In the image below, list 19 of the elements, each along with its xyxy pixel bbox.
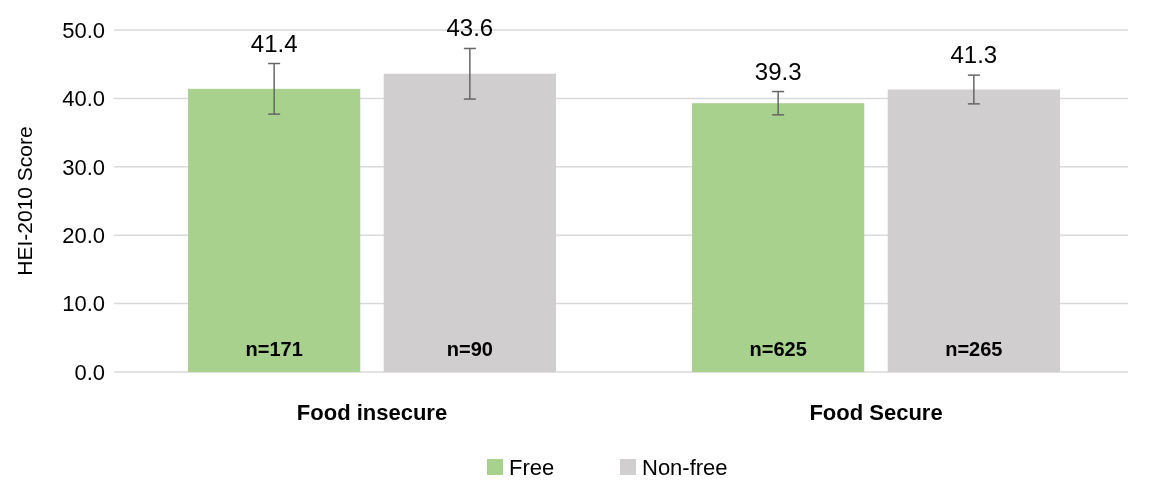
y-tick-label: 10.0	[62, 291, 105, 317]
y-tick-label: 40.0	[62, 86, 105, 112]
data-label: 41.3	[950, 41, 998, 69]
legend-label: Free	[509, 454, 555, 480]
annotation: n=171	[245, 338, 303, 360]
annotation: n=625	[749, 338, 807, 360]
y-tick-label: 30.0	[62, 154, 105, 180]
x-tick-label: Food insecure	[296, 400, 448, 425]
x-tick-label: Food Secure	[809, 400, 943, 425]
y-tick-label: 50.0	[62, 17, 105, 43]
data-label: 43.6	[446, 14, 494, 42]
y-tick-label: 0.0	[74, 359, 105, 385]
annotation: n=265	[945, 338, 1003, 360]
legend-label: Non-free	[642, 454, 728, 480]
data-label: 39.3	[754, 57, 802, 85]
annotation: n=90	[446, 338, 493, 360]
y-axis-title: HEI-2010 Score	[13, 126, 36, 276]
data-label: 41.4	[250, 29, 298, 57]
y-tick-label: 20.0	[62, 222, 105, 248]
